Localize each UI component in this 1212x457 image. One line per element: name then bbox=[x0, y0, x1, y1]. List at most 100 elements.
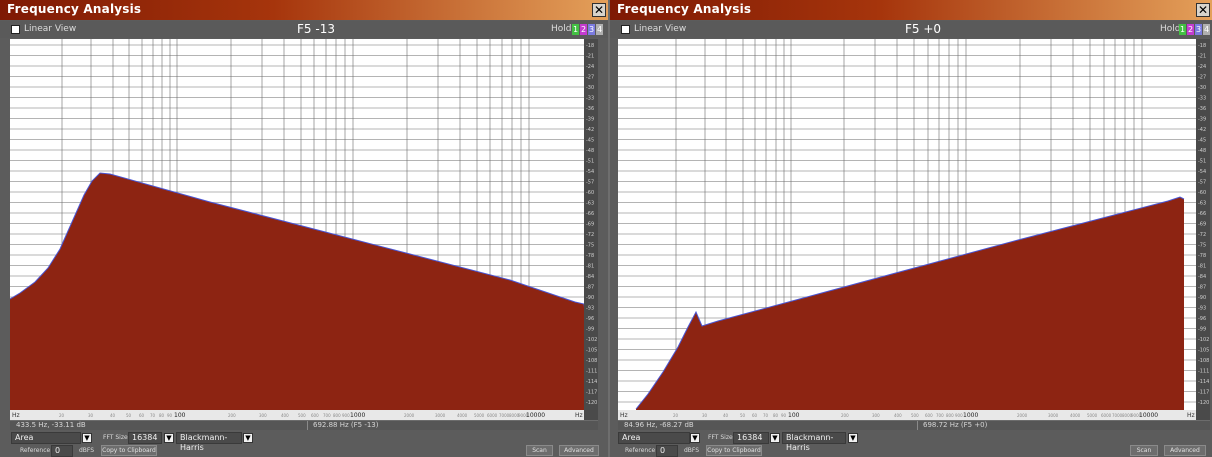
x-axis-strip bbox=[618, 410, 1196, 420]
hold-slot-1[interactable]: 1 bbox=[1179, 24, 1186, 35]
spectrum-area bbox=[636, 197, 1184, 410]
db-tick-label: -120 bbox=[1198, 400, 1209, 406]
db-tick-label: -48 bbox=[1198, 148, 1206, 154]
x-tick-label: 8000 bbox=[509, 413, 520, 418]
note-label: F5 -13 bbox=[297, 22, 335, 36]
hold-slot-2[interactable]: 2 bbox=[580, 24, 587, 35]
x-axis-start-label: Hz bbox=[620, 412, 628, 419]
window-function-select[interactable]: Blackmann-Harris bbox=[176, 432, 242, 452]
linear-view-checkbox[interactable] bbox=[11, 25, 20, 34]
fft-size-select[interactable]: 16384 bbox=[733, 432, 769, 444]
title-bar[interactable]: Frequency Analysis ✕ bbox=[0, 0, 608, 20]
x-tick-label: 700 bbox=[936, 413, 944, 418]
hold-slot-3[interactable]: 3 bbox=[1195, 24, 1202, 35]
db-tick-label: -99 bbox=[1198, 327, 1206, 333]
x-tick-label: 50 bbox=[740, 413, 746, 418]
db-tick-label: -69 bbox=[1198, 222, 1206, 228]
note-label: F5 +0 bbox=[904, 22, 942, 36]
x-tick-label: 20 bbox=[59, 413, 65, 418]
hold-slot-1[interactable]: 1 bbox=[572, 24, 579, 35]
chevron-down-icon[interactable]: ▼ bbox=[848, 433, 858, 443]
db-scale bbox=[1196, 39, 1210, 420]
chevron-down-icon[interactable]: ▼ bbox=[82, 433, 92, 443]
x-tick-label: 2000 bbox=[404, 413, 415, 418]
db-tick-label: -60 bbox=[1198, 190, 1206, 196]
db-scale bbox=[584, 39, 598, 420]
db-tick-label: -105 bbox=[1198, 348, 1209, 354]
x-tick-label: 100 bbox=[788, 412, 800, 419]
scan-button[interactable]: Scan bbox=[1130, 445, 1158, 456]
display-mode-select[interactable]: Area bbox=[618, 432, 690, 444]
db-tick-label: -63 bbox=[586, 201, 594, 207]
reference-input[interactable]: 0 bbox=[656, 445, 678, 457]
db-tick-label: -99 bbox=[586, 327, 594, 333]
db-tick-label: -108 bbox=[1198, 358, 1209, 364]
window-function-select[interactable]: Blackmann-Harris bbox=[782, 432, 846, 452]
x-tick-label: 6000 bbox=[487, 413, 498, 418]
x-tick-label: 800 bbox=[946, 413, 954, 418]
x-tick-label: 200 bbox=[228, 413, 236, 418]
db-tick-label: -93 bbox=[586, 306, 594, 312]
db-tick-label: -45 bbox=[586, 138, 594, 144]
reference-label: Reference bbox=[20, 447, 51, 454]
x-tick-label: 10000 bbox=[1139, 412, 1158, 419]
title-bar[interactable]: Frequency Analysis ✕ bbox=[610, 0, 1212, 20]
spectrum-plot[interactable]: -18 -21 -24 -27 -30 -33 -36 -39 -42 -45 -48 -51 -54 -… bbox=[10, 39, 598, 420]
db-tick-label: -45 bbox=[1198, 138, 1206, 144]
chevron-down-icon[interactable]: ▼ bbox=[243, 433, 253, 443]
x-tick-label: 3000 bbox=[435, 413, 446, 418]
x-tick-label: 5000 bbox=[1087, 413, 1098, 418]
db-tick-label: -27 bbox=[1198, 75, 1206, 81]
chevron-down-icon[interactable]: ▼ bbox=[770, 433, 780, 443]
hold-slot-4[interactable]: 4 bbox=[596, 24, 603, 35]
spectrum-plot[interactable]: -18 -21 -24 -27 -30 -33 -36 -39 -42 -45 -48 -51 -54 -… bbox=[618, 39, 1210, 420]
db-tick-label: -60 bbox=[586, 190, 594, 196]
db-tick-label: -96 bbox=[586, 316, 594, 322]
cursor-readout: 433.5 Hz, -33.11 dB bbox=[16, 421, 86, 429]
reference-unit: dBFS bbox=[79, 447, 95, 454]
hold-slot-4[interactable]: 4 bbox=[1203, 24, 1210, 35]
x-tick-label: 4000 bbox=[1070, 413, 1081, 418]
hold-slot-3[interactable]: 3 bbox=[588, 24, 595, 35]
reference-input[interactable]: 0 bbox=[51, 445, 73, 457]
spectrum-curve bbox=[635, 196, 1185, 410]
advanced-button[interactable]: Advanced bbox=[1164, 445, 1206, 456]
x-tick-label: 90 bbox=[167, 413, 173, 418]
db-tick-label: -30 bbox=[586, 85, 594, 91]
advanced-button[interactable]: Advanced bbox=[559, 445, 599, 456]
x-axis-end-label: Hz bbox=[575, 412, 583, 419]
x-tick-label: 300 bbox=[259, 413, 267, 418]
linear-view-checkbox[interactable] bbox=[621, 25, 630, 34]
db-tick-label: -36 bbox=[1198, 106, 1206, 112]
fft-size-select[interactable]: 16384 bbox=[128, 432, 162, 444]
display-mode-select[interactable]: Area bbox=[11, 432, 81, 444]
db-tick-label: -66 bbox=[586, 211, 594, 217]
x-tick-label: 40 bbox=[110, 413, 116, 418]
x-tick-label: 700 bbox=[323, 413, 331, 418]
db-tick-label: -18 bbox=[586, 43, 594, 49]
db-tick-label: -75 bbox=[1198, 243, 1206, 249]
reference-label: Reference bbox=[625, 447, 656, 454]
scan-button[interactable]: Scan bbox=[526, 445, 553, 456]
copy-to-clipboard-button[interactable]: Copy to Clipboard bbox=[101, 445, 157, 456]
db-tick-label: -51 bbox=[1198, 159, 1206, 165]
frequency-analysis-window-left: Frequency Analysis ✕ Linear View F5 -13 … bbox=[0, 0, 608, 457]
analysis-toolbar: Linear View F5 +0 Hold 1 2 3 4 bbox=[610, 21, 1212, 38]
status-bar: 433.5 Hz, -33.11 dB 692.88 Hz (F5 -13) bbox=[10, 420, 598, 430]
hold-slot-2[interactable]: 2 bbox=[1187, 24, 1194, 35]
chevron-down-icon[interactable]: ▼ bbox=[690, 433, 700, 443]
chevron-down-icon[interactable]: ▼ bbox=[164, 433, 174, 443]
spectrum-curve bbox=[10, 172, 587, 320]
close-icon[interactable]: ✕ bbox=[592, 3, 606, 17]
fft-size-label: FFT Size bbox=[708, 434, 733, 441]
x-tick-label: 400 bbox=[894, 413, 902, 418]
copy-to-clipboard-button[interactable]: Copy to Clipboard bbox=[706, 445, 762, 456]
db-tick-label: -84 bbox=[586, 274, 594, 280]
db-tick-label: -48 bbox=[586, 148, 594, 154]
linear-view-label: Linear View bbox=[634, 24, 687, 34]
db-tick-label: -57 bbox=[586, 180, 594, 186]
x-tick-label: 7000 bbox=[499, 413, 510, 418]
close-icon[interactable]: ✕ bbox=[1196, 3, 1210, 17]
x-tick-label: 400 bbox=[281, 413, 289, 418]
db-tick-label: -120 bbox=[586, 400, 597, 406]
